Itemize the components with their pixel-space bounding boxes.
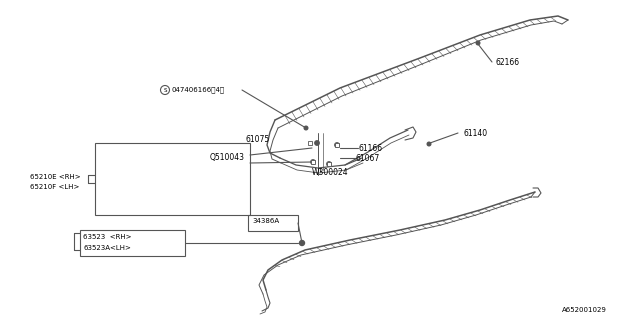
Text: 34386A: 34386A	[252, 218, 279, 224]
Bar	[311, 160, 315, 164]
Circle shape	[476, 41, 480, 45]
Circle shape	[327, 162, 332, 166]
Bar	[80, 230, 185, 256]
Bar	[335, 143, 339, 147]
Circle shape	[300, 241, 305, 245]
Text: 63523A<LH>: 63523A<LH>	[83, 245, 131, 251]
Text: 61140: 61140	[463, 129, 487, 138]
Circle shape	[304, 126, 308, 130]
Text: Q510043: Q510043	[210, 153, 245, 162]
Circle shape	[428, 142, 431, 146]
Text: 63523  <RH>: 63523 <RH>	[83, 234, 131, 240]
Bar	[95, 143, 250, 215]
Text: 65210F <LH>: 65210F <LH>	[30, 184, 79, 190]
Bar	[327, 162, 331, 166]
Text: 047406166（4）: 047406166（4）	[171, 87, 224, 93]
Text: W300024: W300024	[312, 167, 349, 177]
Circle shape	[311, 160, 316, 164]
Text: 61166: 61166	[358, 143, 382, 153]
Circle shape	[315, 141, 319, 145]
Text: 65210E <RH>: 65210E <RH>	[30, 174, 81, 180]
Circle shape	[335, 143, 339, 147]
Bar	[248, 215, 298, 231]
Text: S: S	[163, 87, 167, 92]
Text: A652001029: A652001029	[562, 307, 607, 313]
Bar	[308, 141, 312, 145]
Text: 61067: 61067	[355, 154, 380, 163]
Text: 61075: 61075	[245, 134, 269, 143]
Text: 62166: 62166	[495, 58, 519, 67]
